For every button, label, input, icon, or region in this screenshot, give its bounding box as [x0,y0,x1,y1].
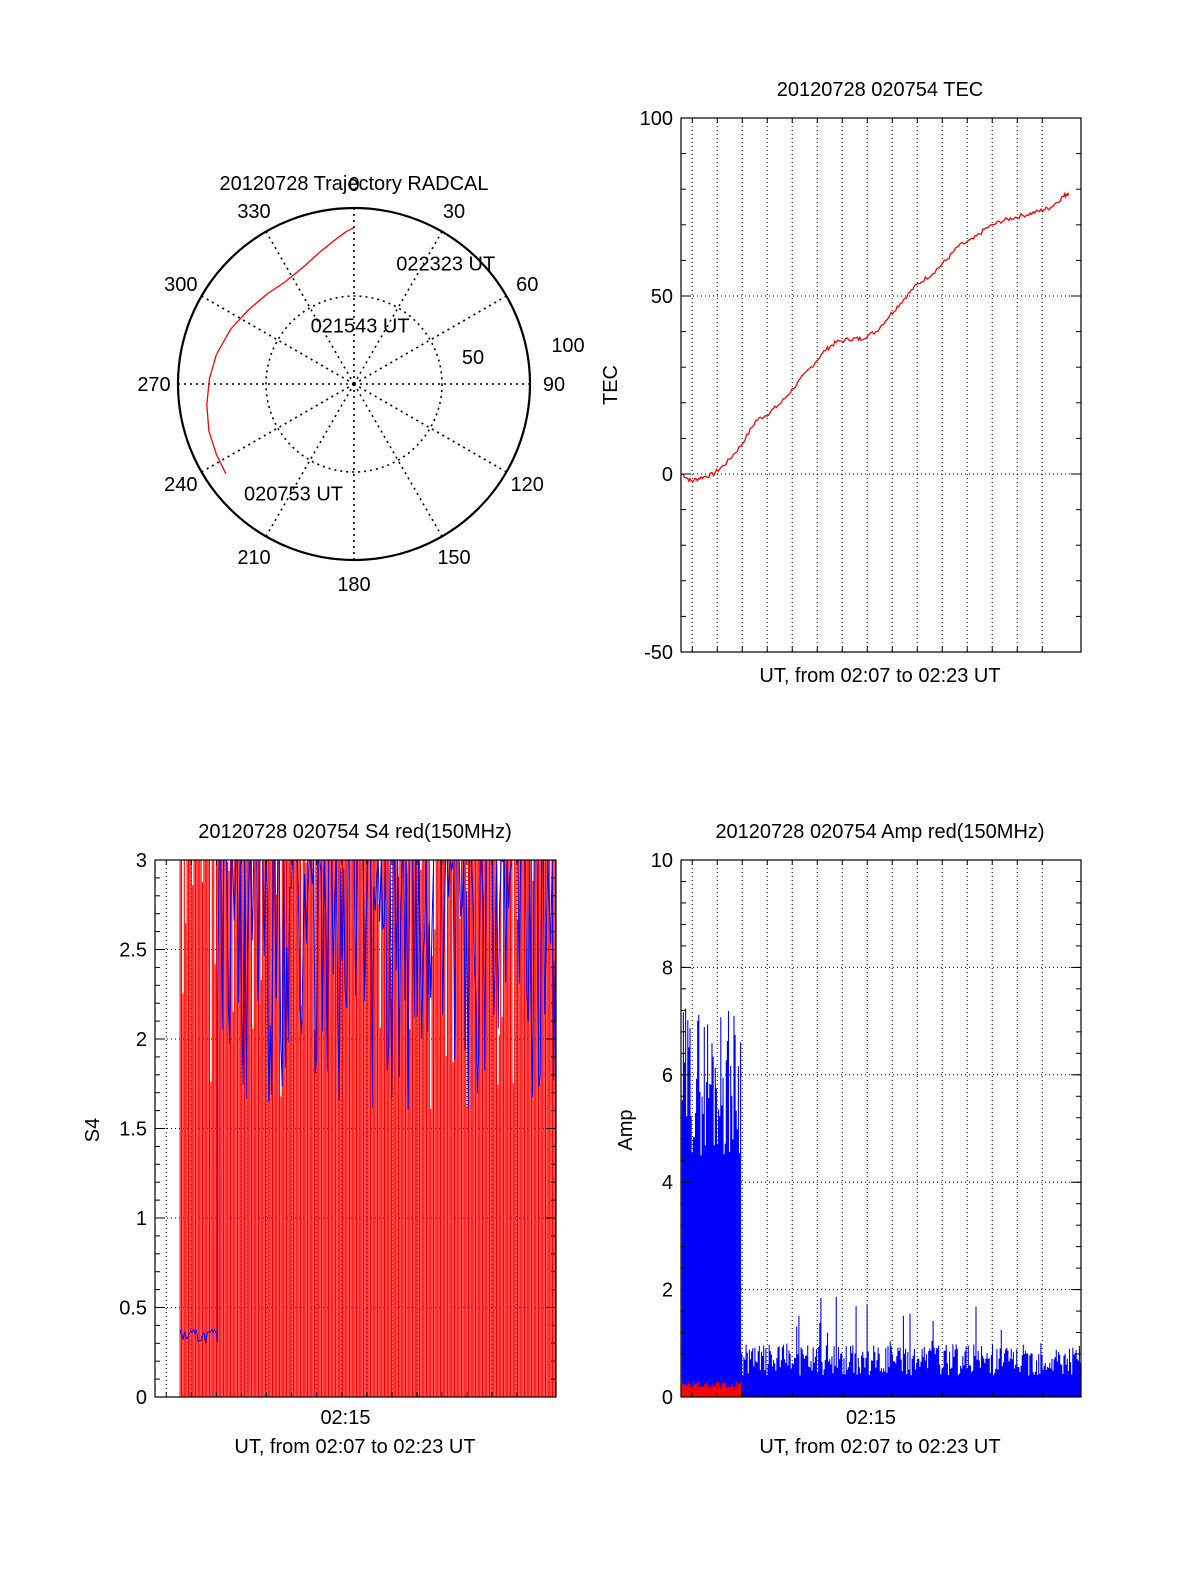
tec-chart: 20120728 020754 TEC -50 0 50 100 UT, from 0… [600,79,1082,687]
polar-angle-label: 330 [237,201,270,223]
amp-series [681,1008,1082,1397]
s4-xtick-label: 02:15 [320,1407,370,1429]
polar-outer-ring [176,206,532,562]
s4-series [179,858,556,1397]
amp-ytick-label: 6 [662,1065,673,1087]
s4-xlabel: UT, from 02:07 to 02:23 UT [234,1436,475,1458]
polar-grid [176,206,532,562]
tec-ytick-label: 50 [651,286,673,308]
polar-trajectory-chart: 20120728 Trajectory RADCAL 0 30 60 90 120 150… [137,173,584,596]
polar-angle-label: 150 [437,547,470,569]
polar-angle-label: 0 [348,174,359,196]
polar-angle-label: 210 [237,547,270,569]
polar-labels: 0 30 60 90 120 150 180 210 240 270 300 330 50 100 0207… [137,174,584,596]
polar-spoke [353,383,507,473]
s4-axes: 0 0.5 1 1.5 2 2.5 3 02:15 [119,850,557,1429]
tec-plot-frame [680,117,1082,653]
tec-ytick-label: 0 [662,464,673,486]
s4-ylabel: S4 [82,1118,104,1142]
polar-ring [265,295,443,473]
amp-ytick-label: 2 [662,1280,673,1302]
polar-trajectory-line [206,227,355,474]
polar-radius-label: 50 [462,347,484,369]
amp-title: 20120728 020754 Amp red(150MHz) [715,821,1044,843]
amp-blue-series [681,1008,1082,1397]
amp-xtick-label: 02:15 [846,1407,896,1429]
tec-ytick-label: 100 [640,108,673,130]
s4-ytick-label: 2 [136,1029,147,1051]
tec-xlabel: UT, from 02:07 to 02:23 UT [759,665,1000,687]
amp-axes: 0 2 4 6 8 10 02:15 [651,850,1082,1429]
amp-ytick-label: 8 [662,957,673,979]
amp-ytick-label: 10 [651,850,673,872]
amp-grid [681,860,1081,1397]
tec-ylabel: TEC [600,365,622,405]
polar-angle-label: 120 [511,474,544,496]
tec-axes: -50 0 50 100 [640,108,1082,664]
s4-ytick-label: 2.5 [119,940,147,962]
polar-time-label: 022323 UT [396,254,495,276]
amp-plot-frame [680,859,1082,1398]
s4-plot-frame [154,859,557,1398]
polar-time-label: 021543 UT [311,316,410,338]
s4-red-series [179,860,556,1397]
polar-angle-label: 60 [516,274,538,296]
s4-ytick-label: 1.5 [119,1119,147,1141]
polar-title: 20120728 Trajectory RADCAL [219,173,488,195]
polar-angle-label: 300 [164,274,197,296]
tec-grid [681,118,1081,652]
polar-spoke [265,383,355,537]
s4-ytick-label: 1 [136,1208,147,1230]
s4-ytick-label: 0 [136,1387,147,1409]
s4-ytick-label: 3 [136,850,147,872]
polar-series [206,227,355,474]
s4-title: 20120728 020754 S4 red(150MHz) [198,821,512,843]
tec-series-line [681,191,1070,483]
amp-ytick-label: 0 [662,1387,673,1409]
amp-ytick-label: 4 [662,1172,673,1194]
polar-angle-label: 180 [337,574,370,596]
amp-chart: 20120728 020754 Amp red(150MHz) 02468100… [615,821,1082,1458]
polar-angle-label: 240 [164,474,197,496]
tec-title: 20120728 020754 TEC [777,79,983,101]
amp-ylabel: Amp [615,1109,637,1150]
polar-angle-label: 30 [443,201,465,223]
tec-series [681,191,1070,483]
tec-ytick-label: -50 [644,642,673,664]
s4-ytick-label: 0.5 [119,1298,147,1320]
polar-angle-label: 270 [137,374,170,396]
polar-time-label: 020753 UT [244,484,343,506]
amp-xlabel: UT, from 02:07 to 02:23 UT [759,1436,1000,1458]
s4-chart: 20120728 020754 S4 red(150MHz) 0 0.5 1 1.5 2… [82,821,557,1458]
polar-radius-label: 100 [551,335,584,357]
s4-blue-series [179,858,556,1344]
amp-red-series [681,1381,742,1397]
polar-angle-label: 90 [543,374,565,396]
